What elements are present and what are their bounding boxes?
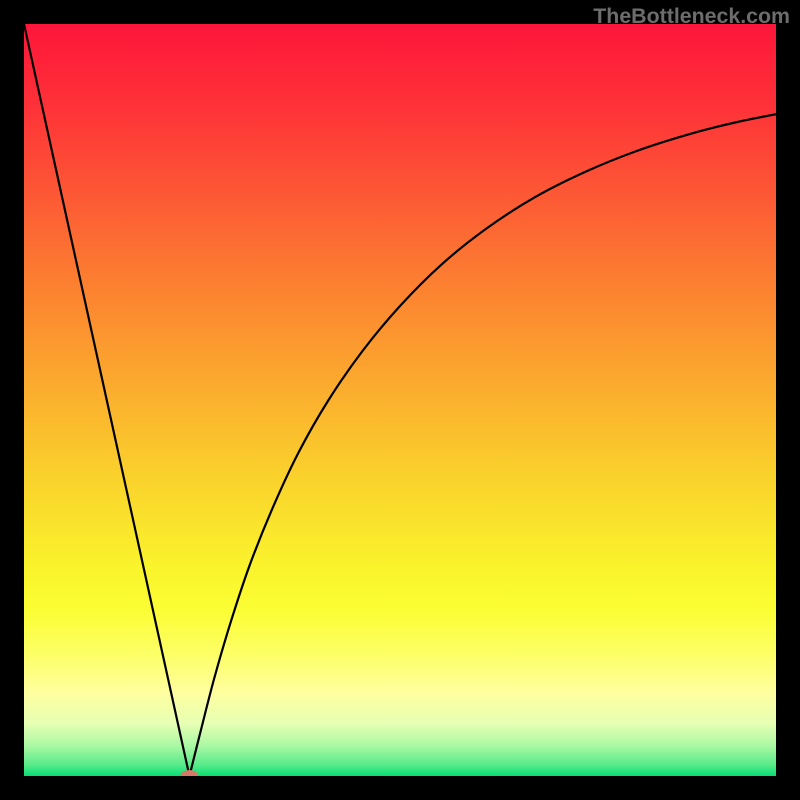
chart-background-gradient xyxy=(24,24,776,776)
bottleneck-chart-svg xyxy=(0,0,800,800)
chart-canvas: TheBottleneck.com xyxy=(0,0,800,800)
watermark-text: TheBottleneck.com xyxy=(593,4,790,29)
